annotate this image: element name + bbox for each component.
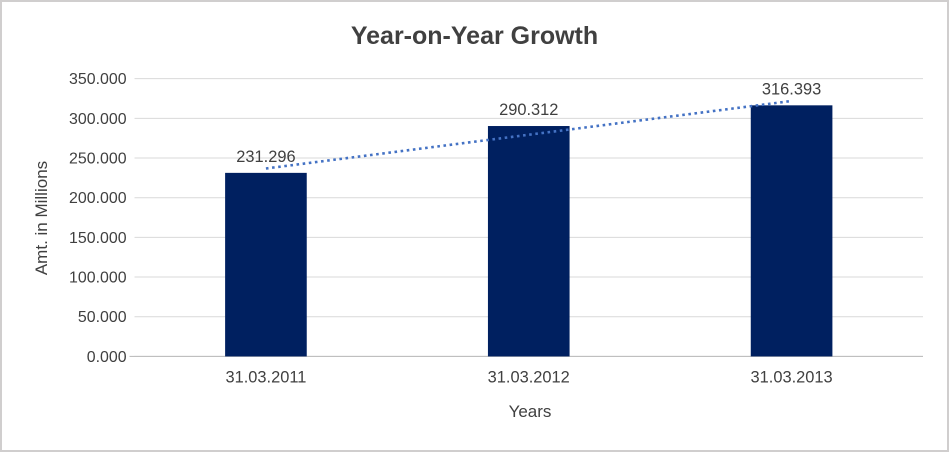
y-tick-label: 100.000 <box>69 270 127 287</box>
bar-value-label: 231.296 <box>236 148 295 166</box>
x-category-label: 31.03.2012 <box>488 368 570 386</box>
y-tick-label: 0.000 <box>87 349 127 366</box>
trendline <box>265 99 792 170</box>
x-category-label: 31.03.2013 <box>751 368 833 386</box>
bar <box>487 126 570 357</box>
y-tick-label: 150.000 <box>69 230 127 247</box>
y-tick-label: 250.000 <box>69 150 127 167</box>
y-tick-label: 200.000 <box>69 190 127 207</box>
x-axis-title: Years <box>508 402 552 421</box>
bar-value-label: 290.312 <box>499 101 558 119</box>
y-tick-label: 50.000 <box>78 309 127 326</box>
y-tick-label: 350.000 <box>69 71 127 88</box>
bar <box>225 172 307 357</box>
x-category-label: 31.03.2011 <box>225 368 306 386</box>
y-tick-label: 300.000 <box>69 111 127 128</box>
chart-title: Year-on-Year Growth <box>350 22 599 50</box>
bar <box>750 105 833 357</box>
y-axis-title: Amt. in Millions <box>32 160 51 276</box>
bar-value-label: 316.393 <box>762 80 821 98</box>
